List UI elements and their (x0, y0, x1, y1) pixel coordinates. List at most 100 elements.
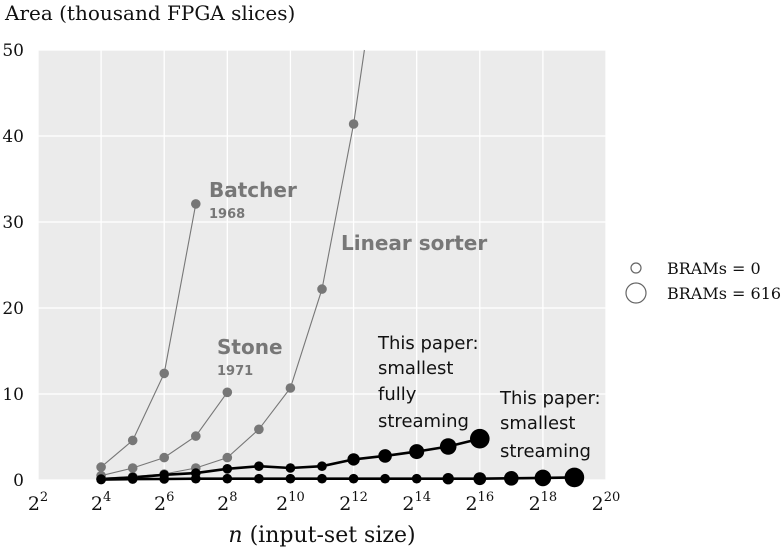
series-4-point (442, 473, 454, 485)
x-tick-exponent: 12 (351, 490, 368, 505)
legend-marker-small (630, 262, 642, 274)
series-4-point (285, 473, 296, 484)
series-4-point (127, 474, 138, 484)
x-tick-label: 24 (91, 490, 111, 515)
annotation-linear-sorter: Linear sorter (341, 231, 487, 255)
series-3-point (409, 444, 425, 460)
x-tick-exponent: 2 (40, 490, 48, 505)
x-tick-exponent: 16 (478, 490, 495, 505)
series-0-point (159, 368, 169, 379)
y-tick-label: 30 (2, 213, 24, 233)
annotation-fully-line3: fully (378, 384, 417, 405)
series-3-point (378, 449, 392, 463)
x-tick-label: 220 (592, 490, 621, 515)
y-tick-label: 40 (2, 127, 24, 147)
x-tick-base: 2 (529, 493, 541, 515)
legend: BRAMs = 0 BRAMs = 616 (625, 259, 781, 304)
annotation-stone: Stone (217, 335, 283, 359)
legend-marker-large (625, 282, 647, 304)
series-3-point (470, 428, 490, 449)
legend-label-brams-616: BRAMs = 616 (667, 284, 781, 303)
x-tick-label: 210 (276, 490, 305, 515)
series-3-point (317, 461, 327, 472)
series-4-point (348, 473, 359, 484)
x-tick-base: 2 (339, 493, 351, 515)
series-4-point (96, 474, 106, 485)
annotation-stone-year: 1971 (217, 364, 253, 379)
x-tick-base: 2 (402, 493, 414, 515)
x-tick-base: 2 (465, 493, 477, 515)
series-4-point (564, 467, 585, 488)
legend-label-brams-0: BRAMs = 0 (667, 259, 761, 278)
series-3-point (439, 438, 457, 455)
series-4-point (473, 472, 487, 486)
x-tick-label: 214 (402, 490, 431, 515)
x-tick-exponent: 8 (229, 490, 237, 505)
x-tick-base: 2 (91, 493, 103, 515)
annotation-fully-line4: streaming (378, 411, 469, 432)
x-tick-label: 26 (154, 490, 174, 515)
x-tick-exponent: 20 (604, 490, 621, 505)
series-4-point (191, 473, 201, 484)
series-4-point (504, 471, 519, 486)
series-1-point (222, 387, 233, 398)
series-3-point (285, 463, 296, 473)
x-tick-exponent: 4 (103, 490, 111, 505)
x-axis-label: n (input-set size) (228, 523, 415, 548)
annotation-fully-line1: This paper: (377, 333, 479, 354)
annotation-streaming-line3: streaming (500, 441, 591, 462)
x-tick-base: 2 (154, 493, 166, 515)
series-0-point (127, 435, 138, 446)
series-1-point (159, 452, 169, 463)
series-4-point (254, 473, 264, 484)
y-axis-label: Area (thousand FPGA slices) (4, 1, 295, 25)
series-4-point (534, 469, 552, 487)
x-tick-exponent: 6 (166, 490, 174, 505)
y-tick-label: 10 (2, 385, 24, 405)
series-points (96, 119, 585, 488)
annotation-streaming-line2: smallest (500, 413, 575, 434)
x-tick-exponent: 18 (541, 490, 558, 505)
series-4-point (380, 473, 390, 484)
annotation-batcher-year: 1968 (209, 207, 245, 222)
series-0-point (191, 199, 201, 209)
series-4-point (317, 473, 327, 484)
x-tick-label: 28 (217, 490, 237, 515)
annotation-batcher: Batcher (209, 178, 297, 202)
series-2-point (254, 424, 264, 435)
series-4-point (411, 473, 422, 484)
series-3-point (254, 461, 264, 472)
x-tick-base: 2 (592, 493, 604, 515)
series-3-point (347, 453, 360, 466)
x-tick-label: 212 (339, 490, 368, 515)
series-2-point (285, 383, 296, 393)
series-1-point (191, 431, 201, 441)
x-tick-label: 22 (28, 490, 48, 515)
series-2-point (317, 284, 327, 294)
annotation-fully-line2: smallest (378, 358, 453, 379)
x-tick-base: 2 (276, 493, 288, 515)
series-2-point (222, 452, 233, 463)
series-4-point (222, 473, 233, 484)
x-axis-label-text: (input-set size) (243, 523, 416, 548)
series-line-4 (101, 476, 575, 481)
y-tick-label: 50 (2, 41, 24, 61)
annotation-streaming-line1: This paper: (499, 388, 601, 409)
series-0-point (96, 462, 106, 472)
x-axis-label-var: n (228, 523, 242, 548)
x-tick-exponent: 14 (414, 490, 431, 505)
x-tick-base: 2 (217, 493, 229, 515)
series-4-point (159, 474, 169, 484)
series-line-0 (100, 203, 197, 468)
x-tick-label: 216 (465, 490, 494, 515)
y-tick-label: 0 (13, 471, 24, 491)
x-tick-label: 218 (529, 490, 558, 515)
x-tick-base: 2 (28, 493, 40, 515)
series-3-point (222, 464, 233, 474)
series-1-point (127, 463, 138, 473)
plot-background (38, 50, 606, 480)
x-tick-exponent: 10 (288, 490, 305, 505)
y-tick-label: 20 (2, 299, 24, 319)
